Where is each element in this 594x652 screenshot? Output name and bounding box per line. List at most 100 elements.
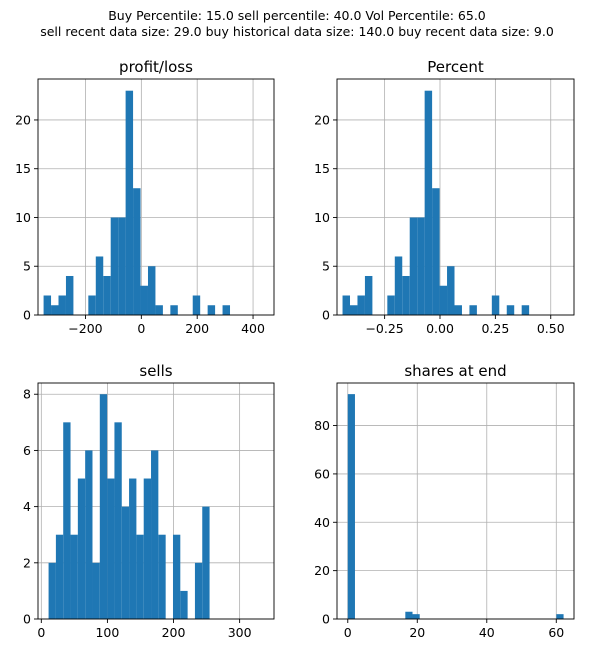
sells-bar-18 (180, 590, 188, 619)
panel-sells: 0 100 200 300 0 2 4 6 8 sells (23, 362, 275, 640)
percent-xtick-label-1: 0.00 (426, 321, 454, 336)
profit-loss-bar-17 (170, 305, 178, 315)
profit-loss-bar-0 (43, 295, 52, 315)
shares-at-end-xtick-label-0: 0 (344, 625, 352, 640)
sells-bar-2 (63, 422, 71, 619)
profit-loss-ytick-label-4: 20 (15, 112, 31, 127)
sells-bar-12 (136, 534, 144, 619)
profit-loss-bar-6 (88, 295, 96, 315)
profit-loss-bar-8 (103, 275, 111, 315)
percent-ytick-label-1: 5 (322, 259, 330, 274)
percent-title: Percent (427, 58, 484, 76)
profit-loss-bar-7 (95, 256, 104, 315)
percent-axes-frame (336, 78, 575, 316)
percent-bar-1 (350, 305, 358, 315)
shares-at-end-ytick-label-0: 0 (322, 612, 330, 627)
percent-bar-14 (447, 266, 455, 315)
panel-profit-loss: −200 0 200 400 0 5 10 15 20 profit/loss (15, 58, 275, 336)
profit-loss-bar-14 (147, 266, 156, 315)
shares-at-end-bar-8 (405, 611, 413, 619)
percent-ytick-label-4: 20 (314, 112, 330, 127)
profit-loss-bar-3 (65, 275, 74, 315)
profit-loss-xtick-label-0: −200 (68, 321, 102, 336)
profit-loss-bar-13 (140, 285, 148, 315)
sells-bar-4 (77, 478, 86, 619)
percent-bar-0 (342, 295, 351, 315)
panel-percent: −0.25 0.00 0.25 0.50 0 5 10 15 20 Percent (314, 58, 575, 336)
sells-xtick-label-3: 300 (228, 625, 252, 640)
percent-xtick-label-0: −0.25 (365, 321, 403, 336)
percent-bar-13 (439, 285, 448, 315)
shares-at-end-ytick-label-2: 40 (314, 515, 330, 530)
percent-bar-15 (454, 305, 462, 315)
profit-loss-bar-9 (110, 217, 119, 315)
shares-at-end-bar-9 (412, 614, 420, 619)
shares-at-end-ytick-label-4: 80 (314, 418, 330, 433)
profit-loss-bar-15 (155, 305, 163, 315)
profit-loss-ytick-label-0: 0 (23, 308, 31, 323)
percent-bar-10 (417, 217, 425, 315)
percent-bar-20 (491, 295, 500, 315)
percent-xtick-label-2: 0.25 (481, 321, 509, 336)
sells-ytick-label-3: 6 (23, 443, 31, 458)
sells-bar-6 (92, 562, 100, 619)
profit-loss-xtick-label-2: 200 (185, 321, 209, 336)
percent-bar-2 (357, 295, 365, 315)
shares-at-end-ytick-label-3: 60 (314, 466, 330, 481)
sells-bar-1 (55, 534, 64, 619)
suptitle-line-1: Buy Percentile: 15.0 sell percentile: 40… (108, 8, 486, 23)
sells-bar-10 (121, 506, 130, 619)
profit-loss-bar-1 (51, 305, 59, 315)
sells-bar-14 (151, 450, 159, 619)
sells-bar-13 (143, 478, 152, 619)
profit-loss-xtick-label-3: 400 (241, 321, 265, 336)
figure-suptitle: Buy Percentile: 15.0 sell percentile: 40… (0, 8, 594, 40)
profit-loss-ytick-label-1: 5 (23, 259, 31, 274)
profit-loss-ytick-label-2: 10 (15, 210, 31, 225)
percent-bar-17 (469, 305, 477, 315)
profit-loss-bar-20 (192, 295, 201, 315)
shares-at-end-ytick-label-1: 20 (314, 563, 330, 578)
profit-loss-bar-22 (207, 305, 216, 315)
percent-ytick-label-3: 15 (314, 161, 330, 176)
panel-shares-at-end: 0 20 40 60 0 20 40 60 80 shares at end (314, 362, 575, 640)
shares-at-end-xtick-label-2: 40 (479, 625, 495, 640)
sells-xtick-label-1: 100 (95, 625, 119, 640)
profit-loss-bar-10 (118, 217, 126, 315)
sells-axes-frame (37, 382, 275, 620)
sells-bar-8 (107, 478, 115, 619)
sells-ytick-label-2: 4 (23, 499, 31, 514)
suptitle-line-2: sell recent data size: 29.0 buy historic… (40, 24, 554, 39)
profit-loss-xtick-label-1: 0 (137, 321, 145, 336)
sells-bar-0 (48, 562, 56, 619)
sells-xtick-label-2: 200 (162, 625, 186, 640)
profit-loss-axes-frame (37, 78, 275, 316)
percent-bar-9 (409, 217, 418, 315)
sells-xtick-label-0: 0 (37, 625, 45, 640)
percent-ytick-label-0: 0 (322, 308, 330, 323)
profit-loss-ytick-label-3: 15 (15, 161, 31, 176)
profit-loss-title: profit/loss (119, 58, 193, 76)
shares-at-end-title: shares at end (404, 362, 506, 380)
percent-bar-8 (402, 275, 410, 315)
percent-bar-6 (387, 295, 395, 315)
sells-bar-15 (158, 534, 166, 619)
profit-loss-bar-24 (222, 305, 231, 315)
shares-at-end-bar-0 (347, 394, 355, 619)
percent-bar-7 (394, 256, 403, 315)
sells-bar-11 (129, 478, 137, 619)
percent-ytick-label-2: 10 (314, 210, 330, 225)
sells-bar-20 (194, 562, 203, 619)
shares-at-end-xtick-label-1: 20 (409, 625, 425, 640)
shares-at-end-xtick-label-3: 60 (548, 625, 564, 640)
shares-at-end-axes-frame (336, 382, 575, 620)
percent-bar-24 (521, 305, 530, 315)
sells-ytick-label-1: 2 (23, 555, 31, 570)
sells-bar-9 (114, 422, 122, 619)
sells-bar-17 (172, 534, 181, 619)
percent-bar-3 (364, 275, 373, 315)
sells-title: sells (139, 362, 172, 380)
profit-loss-bar-12 (133, 188, 141, 315)
sells-bar-21 (202, 506, 210, 619)
